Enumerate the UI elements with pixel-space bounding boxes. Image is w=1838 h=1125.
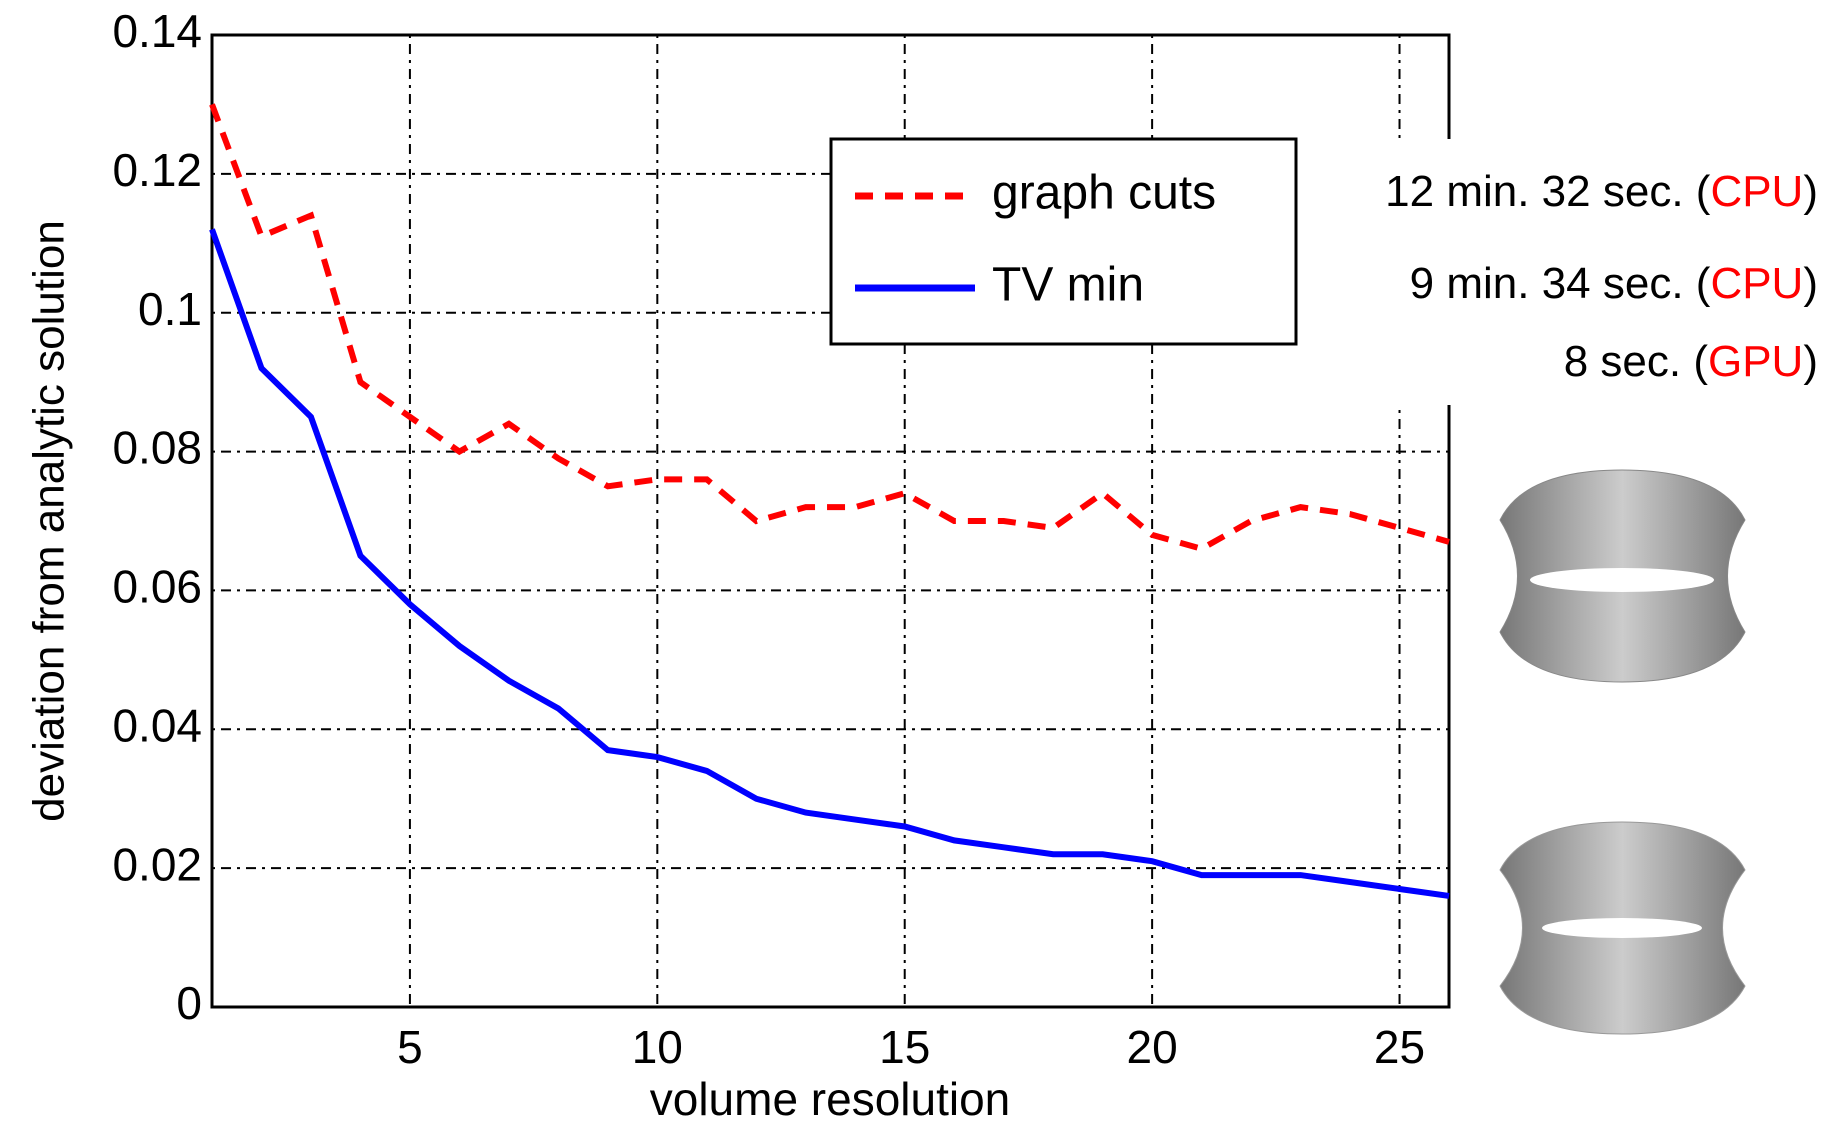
annotation-prefix: 12 min. 32 sec. (	[1385, 167, 1711, 216]
y-tick-label: 0.02	[112, 838, 202, 890]
y-tick-label: 0.1	[138, 283, 202, 335]
x-tick-label: 5	[397, 1021, 423, 1073]
legend-label: TV min	[992, 259, 1144, 312]
annotation-device: CPU	[1710, 259, 1803, 308]
y-axis-label: deviation from analytic solution	[25, 220, 74, 822]
x-axis-label: volume resolution	[650, 1073, 1011, 1125]
x-tick-label: 20	[1127, 1021, 1178, 1073]
y-tick-label: 0	[176, 977, 202, 1029]
line-series	[209, 228, 1450, 899]
plot-frame	[210, 33, 1451, 1009]
annotation: 9 min. 34 sec. (CPU)	[1410, 259, 1818, 308]
y-tick-label: 0.06	[112, 561, 202, 613]
legend-box	[829, 137, 1298, 346]
annotation-device: CPU	[1710, 167, 1803, 216]
x-tick-label: 25	[1374, 1021, 1425, 1073]
legend-label: graph cuts	[992, 167, 1216, 220]
annotation-suffix: )	[1803, 337, 1818, 386]
annotation-prefix: 8 sec. (	[1564, 337, 1709, 386]
line-series	[209, 103, 1450, 552]
legend: graph cuts TV min	[829, 137, 1298, 346]
y-tick-label: 0.14	[112, 5, 202, 57]
annotation-suffix: )	[1803, 259, 1818, 308]
shape-hole	[1530, 568, 1714, 592]
shape-images	[1499, 469, 1746, 1035]
annotation: 8 sec. (GPU)	[1564, 337, 1818, 386]
annotation-device: GPU	[1708, 337, 1803, 386]
y-tick-label: 0.04	[112, 699, 202, 751]
y-tick-label: 0.08	[112, 422, 202, 474]
x-tick-label: 15	[879, 1021, 930, 1073]
shape-hole	[1542, 918, 1702, 938]
annotation-background	[1296, 139, 1838, 405]
y-tick-label: 0.12	[112, 144, 202, 196]
annotation: 12 min. 32 sec. (CPU)	[1385, 167, 1818, 216]
x-tick-label: 10	[632, 1021, 683, 1073]
annotation-suffix: )	[1803, 167, 1818, 216]
annotation-prefix: 9 min. 34 sec. (	[1410, 259, 1711, 308]
